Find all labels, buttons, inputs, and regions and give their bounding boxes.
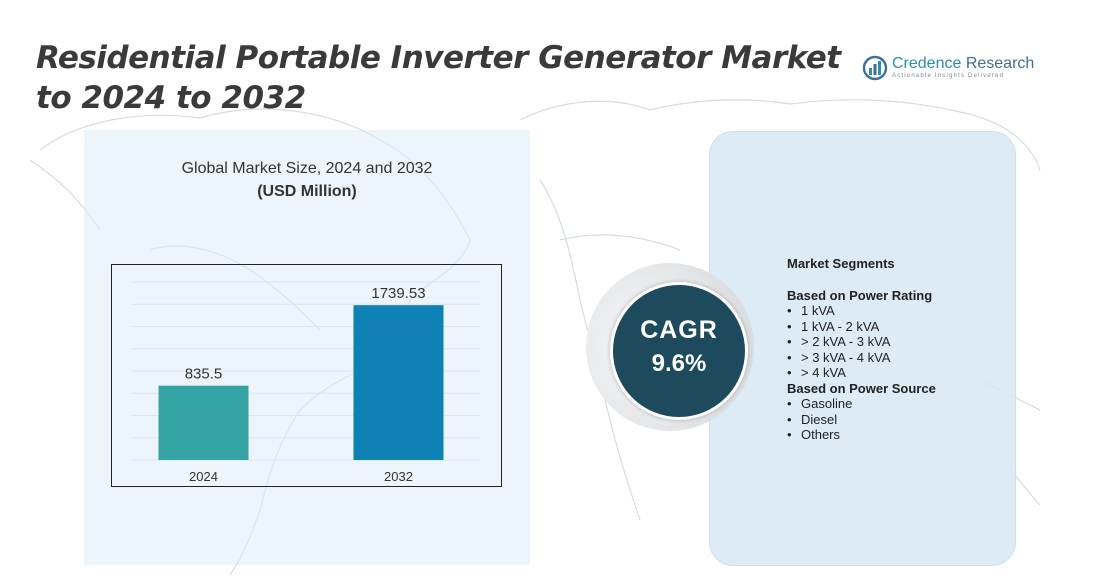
segment-item: 1 kVA - 2 kVA bbox=[787, 319, 1007, 335]
bar-2024 bbox=[158, 385, 249, 460]
segment-item: > 2 kVA - 3 kVA bbox=[787, 334, 1007, 350]
segment-item: Others bbox=[787, 427, 1007, 443]
x-tick-label-2032: 2032 bbox=[384, 469, 413, 484]
bar-chart: 835.5 2024 1739.53 2032 bbox=[131, 281, 481, 484]
chart-title: Global Market Size, 2024 and 2032 bbox=[181, 160, 433, 177]
data-label-2024: 835.5 bbox=[185, 366, 223, 383]
chart-unit: (USD Million) bbox=[257, 183, 357, 200]
logo-tagline: Actionable Insights Delivered bbox=[892, 73, 1005, 79]
logo-name: Credence Research bbox=[892, 55, 1034, 73]
cagr-badge bbox=[610, 282, 748, 420]
logo-name-part2: Research bbox=[961, 55, 1035, 72]
brand-logo: Credence Research Actionable Insights De… bbox=[862, 52, 1042, 84]
segment-list-power-rating: 1 kVA 1 kVA - 2 kVA > 2 kVA - 3 kVA > 3 … bbox=[787, 303, 1007, 381]
segment-item: 1 kVA bbox=[787, 303, 1007, 319]
cagr-value: 9.6% bbox=[651, 350, 707, 377]
x-tick-label-2024: 2024 bbox=[189, 469, 218, 484]
segment-group-title: Based on Power Rating bbox=[787, 287, 933, 303]
page-title: Residential Portable Inverter Generator … bbox=[36, 40, 841, 116]
segment-group-title: Based on Power Source bbox=[787, 380, 936, 396]
segment-item: > 4 kVA bbox=[787, 365, 1007, 381]
bar-2032 bbox=[353, 305, 444, 460]
logo-icon bbox=[862, 55, 888, 81]
segments-heading: Market Segments bbox=[787, 256, 895, 271]
cagr-label: CAGR bbox=[640, 316, 718, 344]
segment-item: > 3 kVA - 4 kVA bbox=[787, 350, 1007, 366]
chart-frame bbox=[111, 264, 502, 487]
segment-item: Diesel bbox=[787, 412, 1007, 428]
market-segments: Market Segments Based on Power Rating 1 … bbox=[787, 256, 1007, 443]
segment-list-power-source: Gasoline Diesel Others bbox=[787, 396, 1007, 443]
data-label-2032: 1739.53 bbox=[371, 285, 425, 302]
segment-item: Gasoline bbox=[787, 396, 1007, 412]
logo-name-part1: Credence bbox=[892, 55, 962, 72]
chart-heading: Global Market Size, 2024 and 2032 (USD M… bbox=[84, 157, 530, 203]
chart-panel bbox=[84, 130, 530, 565]
